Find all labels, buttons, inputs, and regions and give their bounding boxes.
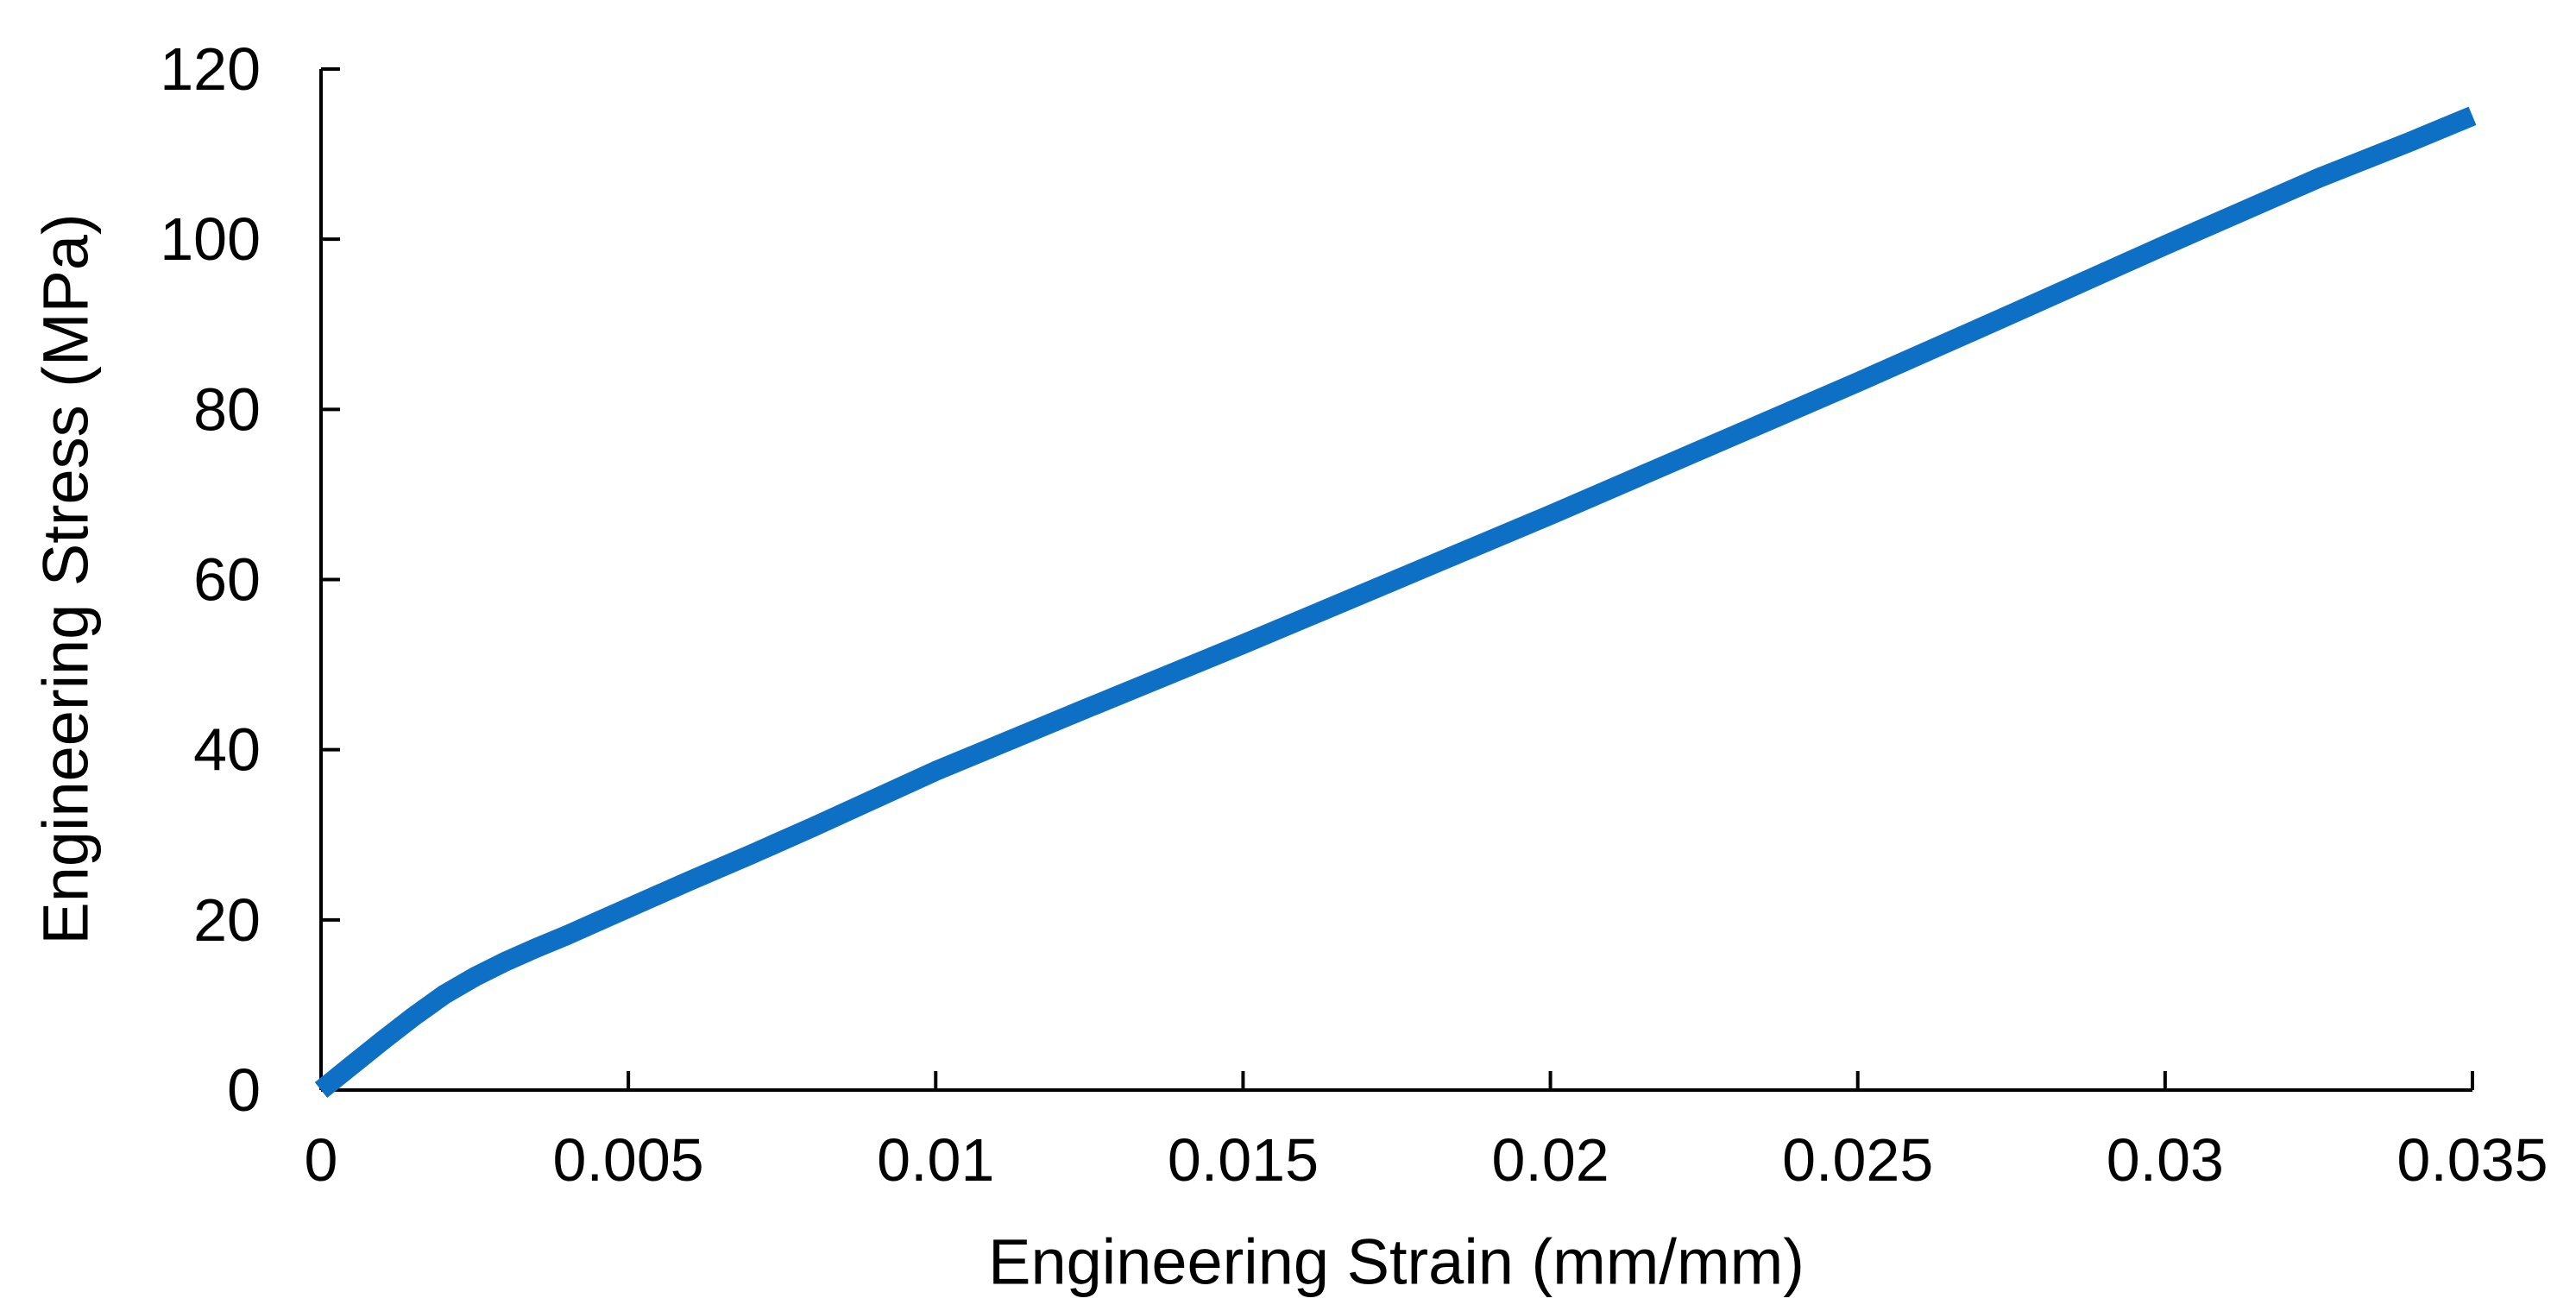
x-tick-label: 0 bbox=[305, 1126, 338, 1194]
engineering-stress-strain-curve bbox=[314, 106, 2477, 1098]
y-tick-label: 60 bbox=[193, 546, 261, 614]
x-axis-title: Engineering Strain (mm/mm) bbox=[988, 1226, 1804, 1298]
x-tick-label: 0.01 bbox=[877, 1126, 994, 1194]
x-tick-label: 0.035 bbox=[2396, 1126, 2548, 1194]
x-tick-label: 0.005 bbox=[553, 1126, 704, 1194]
x-tick-label: 0.02 bbox=[1491, 1126, 1609, 1194]
x-tick-label: 0.015 bbox=[1168, 1126, 1319, 1194]
y-tick-label: 100 bbox=[160, 205, 261, 273]
y-tick-label: 120 bbox=[160, 35, 261, 103]
y-tick-label: 80 bbox=[193, 375, 261, 443]
x-tick-label: 0.025 bbox=[1782, 1126, 1933, 1194]
y-tick-label: 20 bbox=[193, 886, 261, 954]
x-tick-label: 0.03 bbox=[2107, 1126, 2224, 1194]
y-tick-label: 40 bbox=[193, 716, 261, 784]
y-axis-title: Engineering Stress (MPa) bbox=[29, 213, 102, 945]
y-tick-label: 0 bbox=[227, 1056, 261, 1124]
